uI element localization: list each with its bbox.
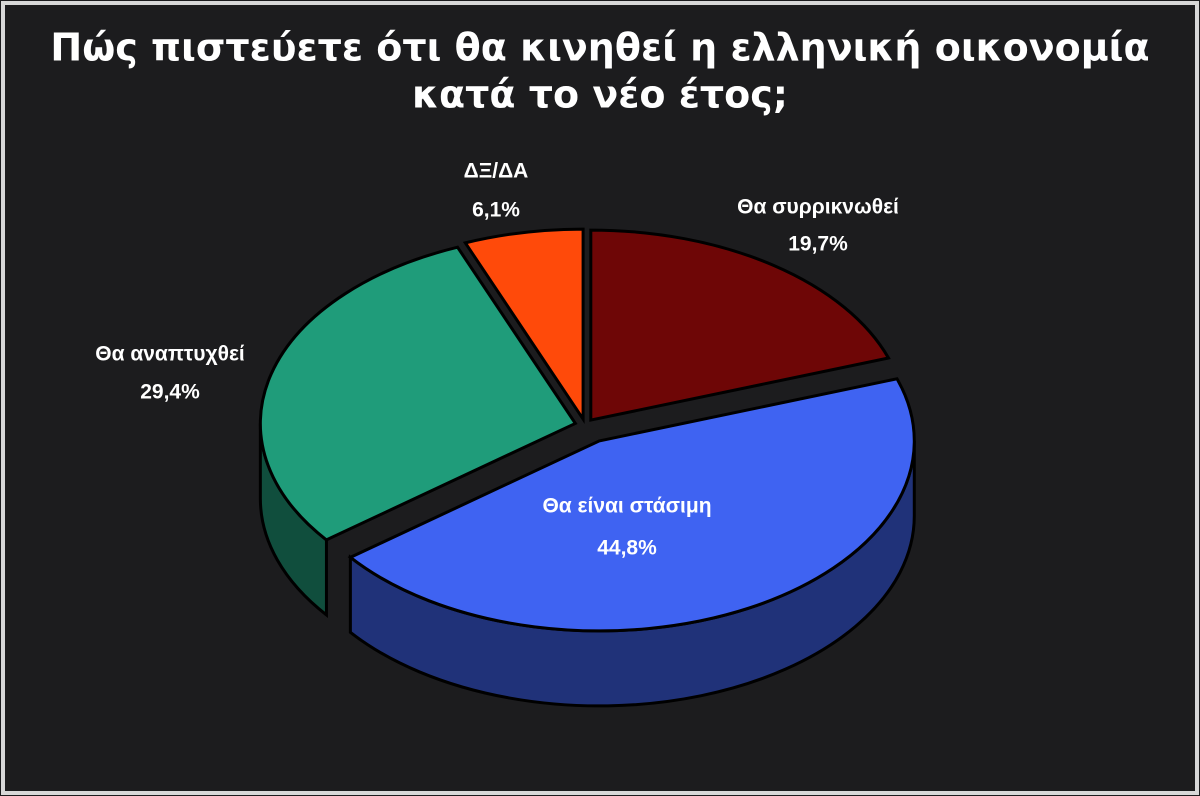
data-label-name: Θα είναι στάσιμη xyxy=(542,495,711,518)
data-label-value: 44,8% xyxy=(597,537,657,560)
slice xyxy=(347,377,916,633)
data-label-value: 29,4% xyxy=(140,381,200,404)
slice xyxy=(589,228,891,422)
data-label-name: Θα συρρικνωθεί xyxy=(737,196,899,219)
data-label-name: Θα αναπτυχθεί xyxy=(95,343,245,366)
data-label-value: 19,7% xyxy=(788,233,848,256)
chart-title: Πώς πιστεύετε ότι θα κινηθεί η ελληνική … xyxy=(50,26,1149,70)
data-label-name: ΔΞ/ΔΑ xyxy=(464,160,529,183)
slice xyxy=(462,227,585,425)
slice xyxy=(258,245,578,542)
chart-title: κατά το νέο έτος; xyxy=(412,73,788,117)
data-label-value: 6,1% xyxy=(472,199,520,222)
